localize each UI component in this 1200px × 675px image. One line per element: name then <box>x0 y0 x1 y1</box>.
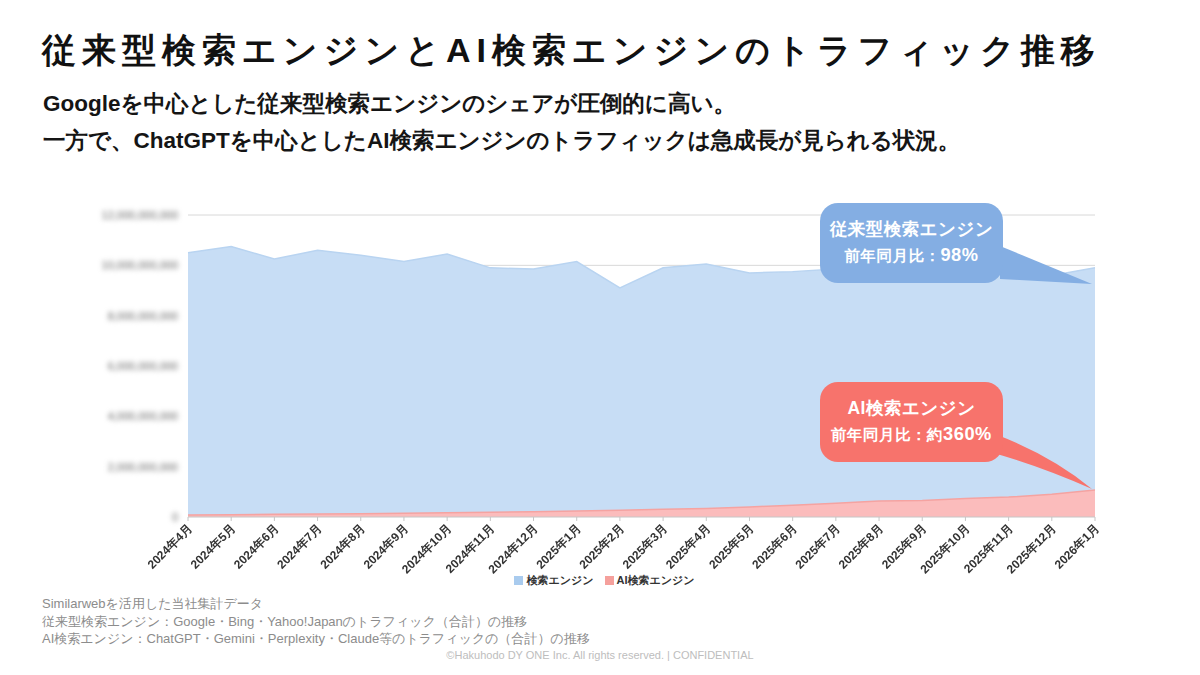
y-axis-label: 6,000,000,000 <box>108 360 178 372</box>
x-axis-label: 2024年7月 <box>274 521 324 571</box>
callout-ai-search: AI検索エンジン 前年同月比：約360% <box>820 382 1003 462</box>
subtitle: Googleを中心とした従来型検索エンジンのシェアが圧倒的に高い。 一方で、Ch… <box>43 85 960 159</box>
callout-ai-value: 前年同月比：約360% <box>820 421 1003 447</box>
callout-traditional-value: 前年同月比：98% <box>820 242 1003 268</box>
y-axis-label: 8,000,000,000 <box>108 310 178 322</box>
y-axis-label: 12,000,000,000 <box>102 209 178 221</box>
x-axis-label: 2025年4月 <box>663 521 713 571</box>
legend-label-search: 検索エンジン <box>526 573 593 588</box>
source-note-line3: AI検索エンジン：ChatGPT・Gemini・Perplexity・Claud… <box>42 630 590 648</box>
copyright: ©Hakuhodo DY ONE Inc. All rights reserve… <box>0 649 1200 661</box>
x-axis-label: 2025年3月 <box>620 521 670 571</box>
callout-traditional-search: 従来型検索エンジン 前年同月比：98% <box>820 203 1003 283</box>
x-axis-label: 2024年6月 <box>231 521 281 571</box>
legend-swatch-search <box>514 576 523 585</box>
legend-item-search: 検索エンジン <box>514 573 593 588</box>
x-axis-label: 2024年4月 <box>145 521 195 571</box>
x-axis-label: 2026年1月 <box>1052 521 1102 571</box>
x-axis-label: 2025年8月 <box>836 521 886 571</box>
source-note-line2: 従来型検索エンジン：Google・Bing・Yahoo!Japanのトラフィック… <box>42 613 590 631</box>
x-axis-label: 2024年5月 <box>188 521 238 571</box>
legend-item-ai-search: AI検索エンジン <box>605 573 695 588</box>
callout-ai-title: AI検索エンジン <box>820 396 1003 421</box>
subtitle-line1: Googleを中心とした従来型検索エンジンのシェアが圧倒的に高い。 <box>43 85 960 122</box>
chart-legend: 検索エンジン AI検索エンジン <box>9 573 1200 588</box>
source-note-line1: Similarwebを活用した当社集計データ <box>42 595 590 613</box>
legend-label-ai-search: AI検索エンジン <box>617 573 695 588</box>
page-title: 従来型検索エンジンとAI検索エンジンのトラフィック推移 <box>42 28 1101 74</box>
y-axis-labels: 0 2,000,000,000 4,000,000,000 6,000,000,000… <box>102 209 178 523</box>
legend-swatch-ai-search <box>605 576 614 585</box>
x-axis-label: 2024年8月 <box>317 521 367 571</box>
x-axis-label: 2025年6月 <box>749 521 799 571</box>
y-axis-label: 4,000,000,000 <box>108 410 178 422</box>
y-axis-label: 0 <box>172 511 178 523</box>
x-axis-label: 2025年1月 <box>533 521 583 571</box>
slide: 0 2,000,000,000 4,000,000,000 6,000,000,000… <box>0 0 1200 675</box>
x-axis-label: 2025年2月 <box>577 521 627 571</box>
y-axis-label: 10,000,000,000 <box>102 259 178 271</box>
callout-traditional-title: 従来型検索エンジン <box>820 217 1003 242</box>
subtitle-line2: 一方で、ChatGPTを中心としたAI検索エンジンのトラフィックは急成長が見られ… <box>43 122 960 159</box>
x-axis-label: 2025年7月 <box>793 521 843 571</box>
source-notes: Similarwebを活用した当社集計データ 従来型検索エンジン：Google・… <box>42 595 590 648</box>
x-axis-label: 2025年5月 <box>706 521 756 571</box>
y-axis-label: 2,000,000,000 <box>108 461 178 473</box>
